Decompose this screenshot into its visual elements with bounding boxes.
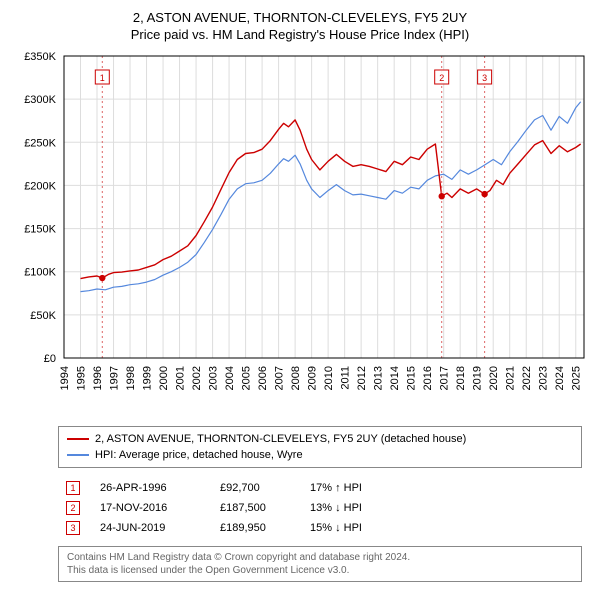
x-tick-label: 2000: [158, 366, 170, 390]
event-price: £189,950: [220, 522, 290, 534]
event-date: 26-APR-1996: [100, 482, 200, 494]
y-tick-label: £0: [44, 353, 56, 365]
footer-attribution: Contains HM Land Registry data © Crown c…: [58, 546, 582, 582]
title-line-2: Price paid vs. HM Land Registry's House …: [8, 27, 592, 42]
event-dot: [481, 191, 487, 197]
y-tick-label: £300K: [24, 94, 56, 106]
y-tick-label: £250K: [24, 137, 56, 149]
title-line-1: 2, ASTON AVENUE, THORNTON-CLEVELEYS, FY5…: [8, 10, 592, 25]
x-tick-label: 2006: [257, 366, 269, 390]
x-tick-label: 1997: [108, 366, 120, 390]
footer-line-1: Contains HM Land Registry data © Crown c…: [67, 551, 573, 564]
x-tick-label: 2019: [472, 366, 484, 390]
event-marker-icon: 2: [66, 501, 80, 515]
event-marker-number: 1: [100, 73, 105, 83]
event-price: £187,500: [220, 502, 290, 514]
x-tick-label: 2010: [323, 366, 335, 390]
legend-label-price: 2, ASTON AVENUE, THORNTON-CLEVELEYS, FY5…: [95, 433, 466, 445]
event-marker-number: 3: [482, 73, 487, 83]
legend-row-hpi: HPI: Average price, detached house, Wyre: [67, 447, 573, 463]
x-tick-label: 2024: [554, 366, 566, 390]
event-delta: 13% ↓ HPI: [310, 502, 362, 514]
x-tick-label: 2023: [538, 366, 550, 390]
event-row: 1 26-APR-1996 £92,700 17% ↑ HPI: [66, 478, 574, 498]
x-tick-label: 1998: [125, 366, 137, 390]
x-tick-label: 2017: [439, 366, 451, 390]
x-tick-label: 2014: [389, 366, 401, 390]
x-tick-label: 2007: [273, 366, 285, 390]
x-tick-label: 2013: [373, 366, 385, 390]
x-tick-label: 2004: [224, 366, 236, 390]
x-tick-label: 1996: [92, 366, 104, 390]
x-tick-label: 1994: [59, 366, 71, 390]
legend-row-price: 2, ASTON AVENUE, THORNTON-CLEVELEYS, FY5…: [67, 431, 573, 447]
x-tick-label: 2020: [488, 366, 500, 390]
legend-swatch-price: [67, 438, 89, 440]
chart-svg: £0 £50K £100K £150K £200K £250K £300K £350K 1994…: [8, 50, 592, 420]
y-tick-label: £150K: [24, 224, 56, 236]
event-dot: [99, 275, 105, 281]
x-tick-label: 1995: [75, 366, 87, 390]
x-tick-label: 2008: [290, 366, 302, 390]
x-tick-label: 2025: [571, 366, 583, 390]
y-tick-label: £200K: [24, 180, 56, 192]
x-tick-label: 2011: [339, 366, 351, 390]
event-price: £92,700: [220, 482, 290, 494]
x-tick-label: 2001: [174, 366, 186, 390]
x-tick-label: 2009: [306, 366, 318, 390]
chart-legend: 2, ASTON AVENUE, THORNTON-CLEVELEYS, FY5…: [58, 426, 582, 468]
x-tick-label: 2016: [422, 366, 434, 390]
event-marker-icon: 3: [66, 521, 80, 535]
event-row: 3 24-JUN-2019 £189,950 15% ↓ HPI: [66, 518, 574, 538]
event-marker-icon: 1: [66, 481, 80, 495]
event-marker-number: 2: [439, 73, 444, 83]
x-tick-label: 2022: [521, 366, 533, 390]
event-row: 2 17-NOV-2016 £187,500 13% ↓ HPI: [66, 498, 574, 518]
y-tick-label: £100K: [24, 267, 56, 279]
event-dot: [439, 193, 445, 199]
x-tick-label: 1999: [141, 366, 153, 390]
legend-swatch-hpi: [67, 454, 89, 456]
chart-container: 2, ASTON AVENUE, THORNTON-CLEVELEYS, FY5…: [0, 0, 600, 590]
event-date: 24-JUN-2019: [100, 522, 200, 534]
chart-plot-area: £0 £50K £100K £150K £200K £250K £300K £350K 1994…: [8, 50, 592, 420]
event-date: 17-NOV-2016: [100, 502, 200, 514]
x-tick-label: 2003: [207, 366, 219, 390]
event-delta: 17% ↑ HPI: [310, 482, 362, 494]
x-tick-label: 2015: [406, 366, 418, 390]
x-tick-label: 2021: [505, 366, 517, 390]
legend-label-hpi: HPI: Average price, detached house, Wyre: [95, 449, 303, 461]
x-tick-label: 2005: [240, 366, 252, 390]
x-tick-label: 2012: [356, 366, 368, 390]
x-tick-label: 2002: [191, 366, 203, 390]
y-tick-label: £350K: [24, 51, 56, 63]
footer-line-2: This data is licensed under the Open Gov…: [67, 564, 573, 577]
y-tick-label: £50K: [30, 310, 56, 322]
title-block: 2, ASTON AVENUE, THORNTON-CLEVELEYS, FY5…: [8, 10, 592, 42]
events-list: 1 26-APR-1996 £92,700 17% ↑ HPI 2 17-NOV-2016…: [58, 472, 582, 544]
event-delta: 15% ↓ HPI: [310, 522, 362, 534]
x-tick-label: 2018: [455, 366, 467, 390]
